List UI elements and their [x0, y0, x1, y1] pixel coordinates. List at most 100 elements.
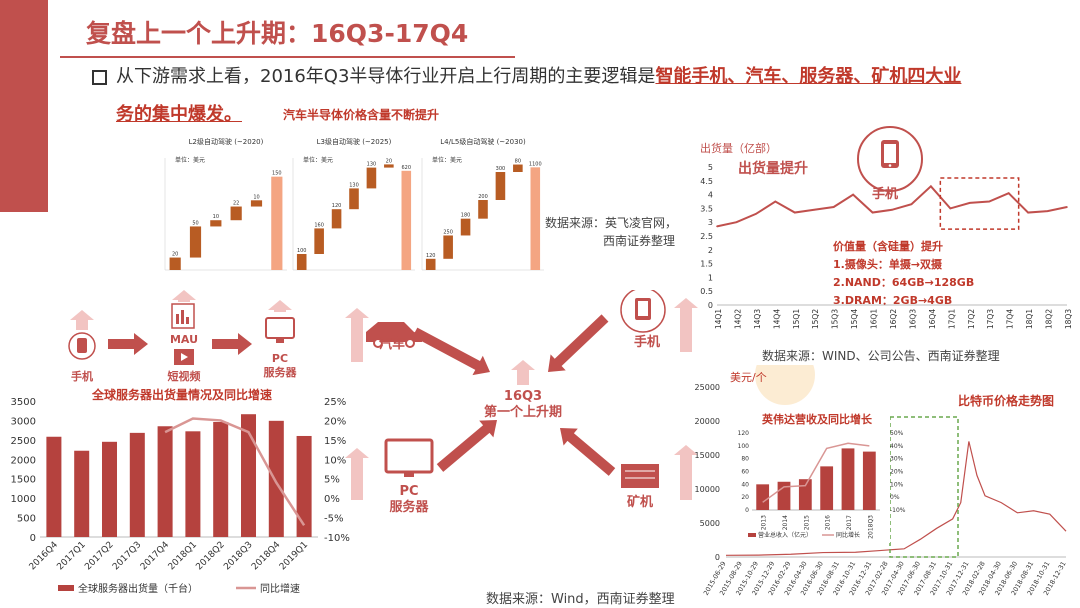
- server-bar: [213, 421, 229, 537]
- miner-up-arrow: [674, 445, 698, 500]
- value-box: 价值量（含硅量）提升 1.摄像头：单摄→双摄 2.NAND：64GB→128GB…: [833, 238, 974, 310]
- data-point: [1066, 206, 1068, 208]
- y-tick-label: 4.5: [700, 177, 713, 186]
- phone-small-icon: [77, 338, 87, 353]
- arrow-pc-center: [436, 420, 498, 472]
- x-tick-label: 2017Q3: [111, 540, 143, 572]
- data-point: [832, 206, 835, 208]
- car-up-arrow-shape: [345, 308, 369, 362]
- y2-tick-label: 0%: [324, 494, 340, 505]
- y-tick-label: 15000: [695, 451, 720, 460]
- growth-line: [164, 417, 306, 527]
- mau-bar: [181, 310, 184, 324]
- nvidia-legend-bar-label: 营业总收入（亿元）: [758, 531, 812, 539]
- y-tick-label: 3.5: [700, 204, 713, 213]
- x-tick-label: 17Q3: [986, 309, 995, 329]
- bullet-line2: 务的集中爆发。: [116, 104, 242, 125]
- x-tick-label: 14Q1: [714, 309, 723, 329]
- x-tick-label: 2018Q1: [167, 540, 199, 572]
- x-tick-label: 17Q2: [967, 309, 976, 329]
- nvidia-bar: [798, 479, 812, 510]
- arrow-phone-mau-shape: [108, 333, 148, 355]
- pc2-stand: [404, 472, 414, 477]
- pc-up-arrow-shape: [268, 300, 292, 312]
- legend-line-label: 同比增速: [260, 582, 300, 595]
- waterfall-value: 150: [272, 171, 282, 177]
- flow-phone-label: 手机: [71, 369, 93, 383]
- x-tick-label: 2016Q4: [28, 540, 61, 573]
- x-tick-label: 18Q2: [1045, 309, 1054, 329]
- x-tick-label: 15Q1: [792, 309, 801, 329]
- waterfall-bar: [271, 176, 283, 270]
- auto-heading: 汽车半导体价格含量不断提升: [283, 108, 440, 122]
- car-up-arrow: [345, 308, 369, 362]
- flow-miner-label: 矿机: [627, 494, 653, 510]
- panel-unit: 单位：美元: [432, 156, 462, 164]
- bullet-bold: 智能手机、汽车、服务器、矿机四大业: [655, 66, 962, 87]
- waterfall-value: 130: [349, 182, 359, 188]
- data-point: [1027, 211, 1029, 214]
- x-tick-label: 14Q4: [772, 309, 781, 329]
- phone-label: 出货量提升: [738, 161, 808, 177]
- phone2-up-arrow-shape: [674, 298, 698, 352]
- value-item: 3.DRAM：2GB→4GB: [833, 294, 953, 307]
- btc-price-line: [725, 441, 1067, 556]
- y-tick-label: 5: [708, 163, 713, 172]
- y-tick-label: 0: [715, 553, 720, 562]
- waterfall-value: 180: [461, 213, 471, 219]
- car-wheel: [405, 338, 415, 348]
- nvidia-y2-tick: -10%: [890, 507, 906, 514]
- arrow-mau-pc-shape: [212, 333, 252, 355]
- x-tick-label: 15Q4: [850, 309, 859, 329]
- nvidia-y-tick: 100: [738, 443, 750, 450]
- nvidia-x-tick: 2013: [761, 515, 768, 530]
- data-point: [755, 213, 757, 215]
- waterfall-bar: [384, 164, 394, 168]
- waterfall-value: 120: [426, 253, 436, 259]
- y2-tick-label: -5%: [324, 514, 343, 525]
- x-tick-label: 2018Q3: [222, 540, 254, 572]
- server-bar: [240, 414, 257, 537]
- y-tick-label: 500: [17, 514, 36, 525]
- waterfall-panel: L2级自动驾驶 (~2020) 单位：美元 20 50 10 22 10 150: [164, 137, 287, 271]
- x-tick-label: 14Q2: [733, 309, 742, 329]
- flow-center-label-2: 第一个上升期: [484, 404, 562, 420]
- x-tick-label: 2017Q1: [55, 540, 87, 572]
- arrow-phone-mau: [108, 333, 148, 355]
- y-tick-label: 3: [708, 218, 713, 227]
- x-tick-label: 2018Q4: [250, 540, 283, 573]
- x-tick-label: 18Q1: [1025, 309, 1034, 329]
- arrow-phone-center: [547, 314, 609, 373]
- data-point: [891, 208, 893, 211]
- nvidia-bar: [841, 448, 855, 510]
- video-play: [181, 353, 188, 361]
- btc-chart: 美元/个比特币价格走势图0500010000150002000025000201…: [695, 365, 1068, 597]
- panel-title: L3级自动驾驶 (~2025): [317, 137, 392, 146]
- waterfall-value: 10: [213, 214, 219, 220]
- y-tick-label: 2000: [11, 455, 36, 466]
- arrow-car-center: [412, 327, 491, 376]
- panel-unit: 单位：美元: [303, 156, 333, 164]
- x-tick-label: 15Q3: [831, 309, 840, 329]
- page-title: 复盘上一个上升期：16Q3-17Q4: [86, 19, 469, 48]
- data-point: [988, 200, 991, 203]
- nvidia-chart: 英伟达营收及同比增长 0 20 40 60 80 100 120 -10% 0% 10% 20% 30%…: [730, 412, 906, 543]
- nvidia-legend-bar: [748, 533, 756, 537]
- nvidia-y2-tick: 40%: [890, 443, 904, 450]
- x-tick-label: 16Q1: [870, 309, 879, 329]
- waterfall-value: 100: [297, 248, 307, 254]
- waterfall-bar: [169, 257, 181, 270]
- y-tick-label: 5000: [700, 519, 720, 528]
- y2-tick-label: 10%: [324, 455, 346, 466]
- data-point: [1007, 192, 1010, 195]
- waterfall-bar: [443, 235, 453, 259]
- waterfall-bar: [250, 200, 263, 207]
- y-tick-label: 10000: [695, 485, 720, 494]
- phone-icon: [881, 140, 899, 168]
- phone-shipment-chart: 0 0.5 1 1.5 2 2.5 3 3.5 4 4.5 5 14Q1 14Q2 14Q3 14Q4 15Q…: [700, 163, 1073, 329]
- nvidia-y2-tick: 50%: [890, 430, 904, 437]
- panel-title: L4/L5级自动驾驶 (~2030): [440, 137, 526, 146]
- pc-monitor-icon: [265, 317, 295, 339]
- data-point: [774, 200, 777, 203]
